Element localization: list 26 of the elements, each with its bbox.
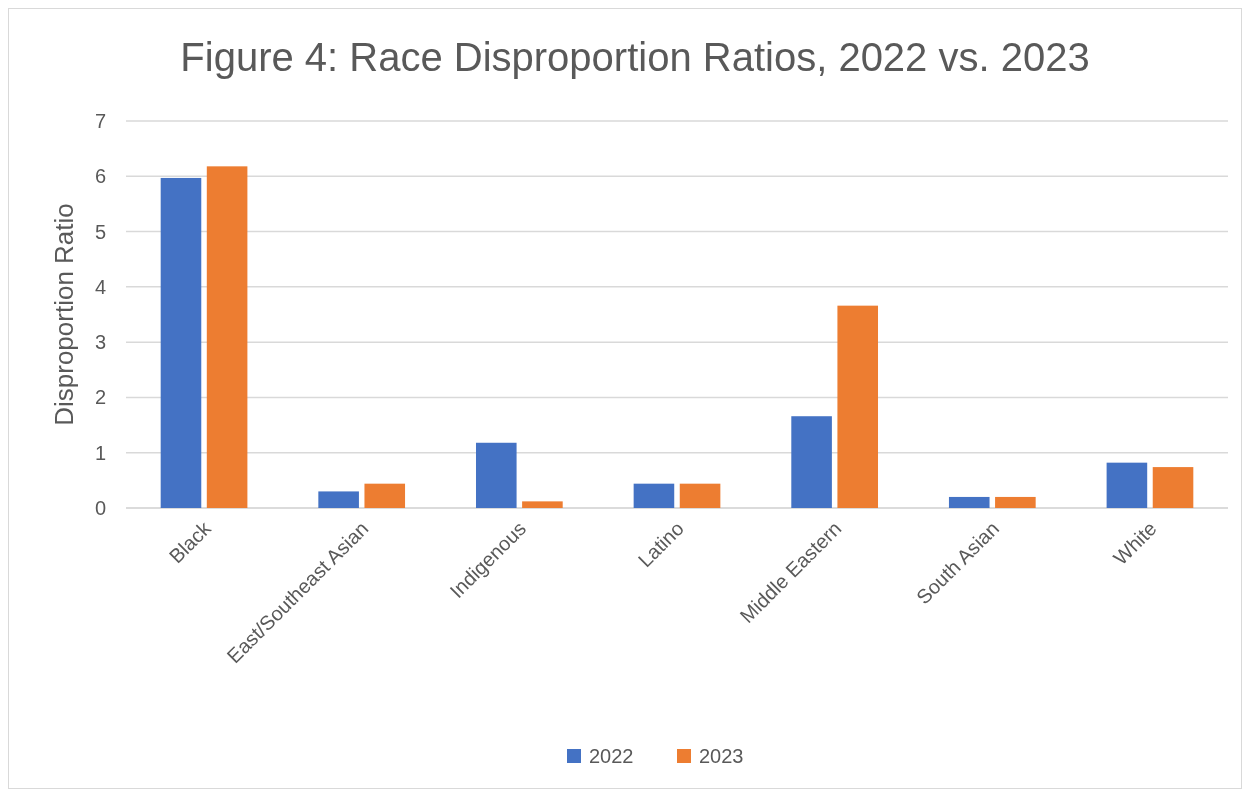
y-tick-label: 2: [94, 386, 106, 409]
bar: [995, 496, 1036, 508]
bar: [364, 483, 406, 508]
bar: [791, 416, 832, 508]
y-tick-label: 4: [94, 275, 106, 298]
bar: [475, 442, 517, 508]
bar: [679, 483, 721, 508]
bar: [522, 501, 563, 508]
y-tick-label: 3: [94, 331, 106, 354]
bar: [160, 177, 202, 508]
y-tick-label: 5: [94, 220, 106, 243]
bar: [318, 491, 359, 508]
y-tick-label: 0: [94, 497, 106, 519]
bar: [948, 496, 990, 508]
chart-title: Figure 4: Race Disproportion Ratios, 2022 vs. 2023: [180, 35, 1090, 79]
bar: [1106, 462, 1148, 508]
bar: [206, 166, 248, 508]
y-tick-label: 6: [94, 165, 106, 188]
legend-label: 2023: [699, 745, 744, 767]
y-tick-label: 1: [94, 441, 106, 464]
y-tick-label: 7: [94, 110, 106, 132]
bar: [1152, 467, 1194, 508]
bar: [837, 305, 879, 508]
y-axis-title: Disproportion Ratio: [49, 203, 79, 426]
bar: [633, 483, 675, 508]
legend-label: 2022: [589, 745, 634, 767]
